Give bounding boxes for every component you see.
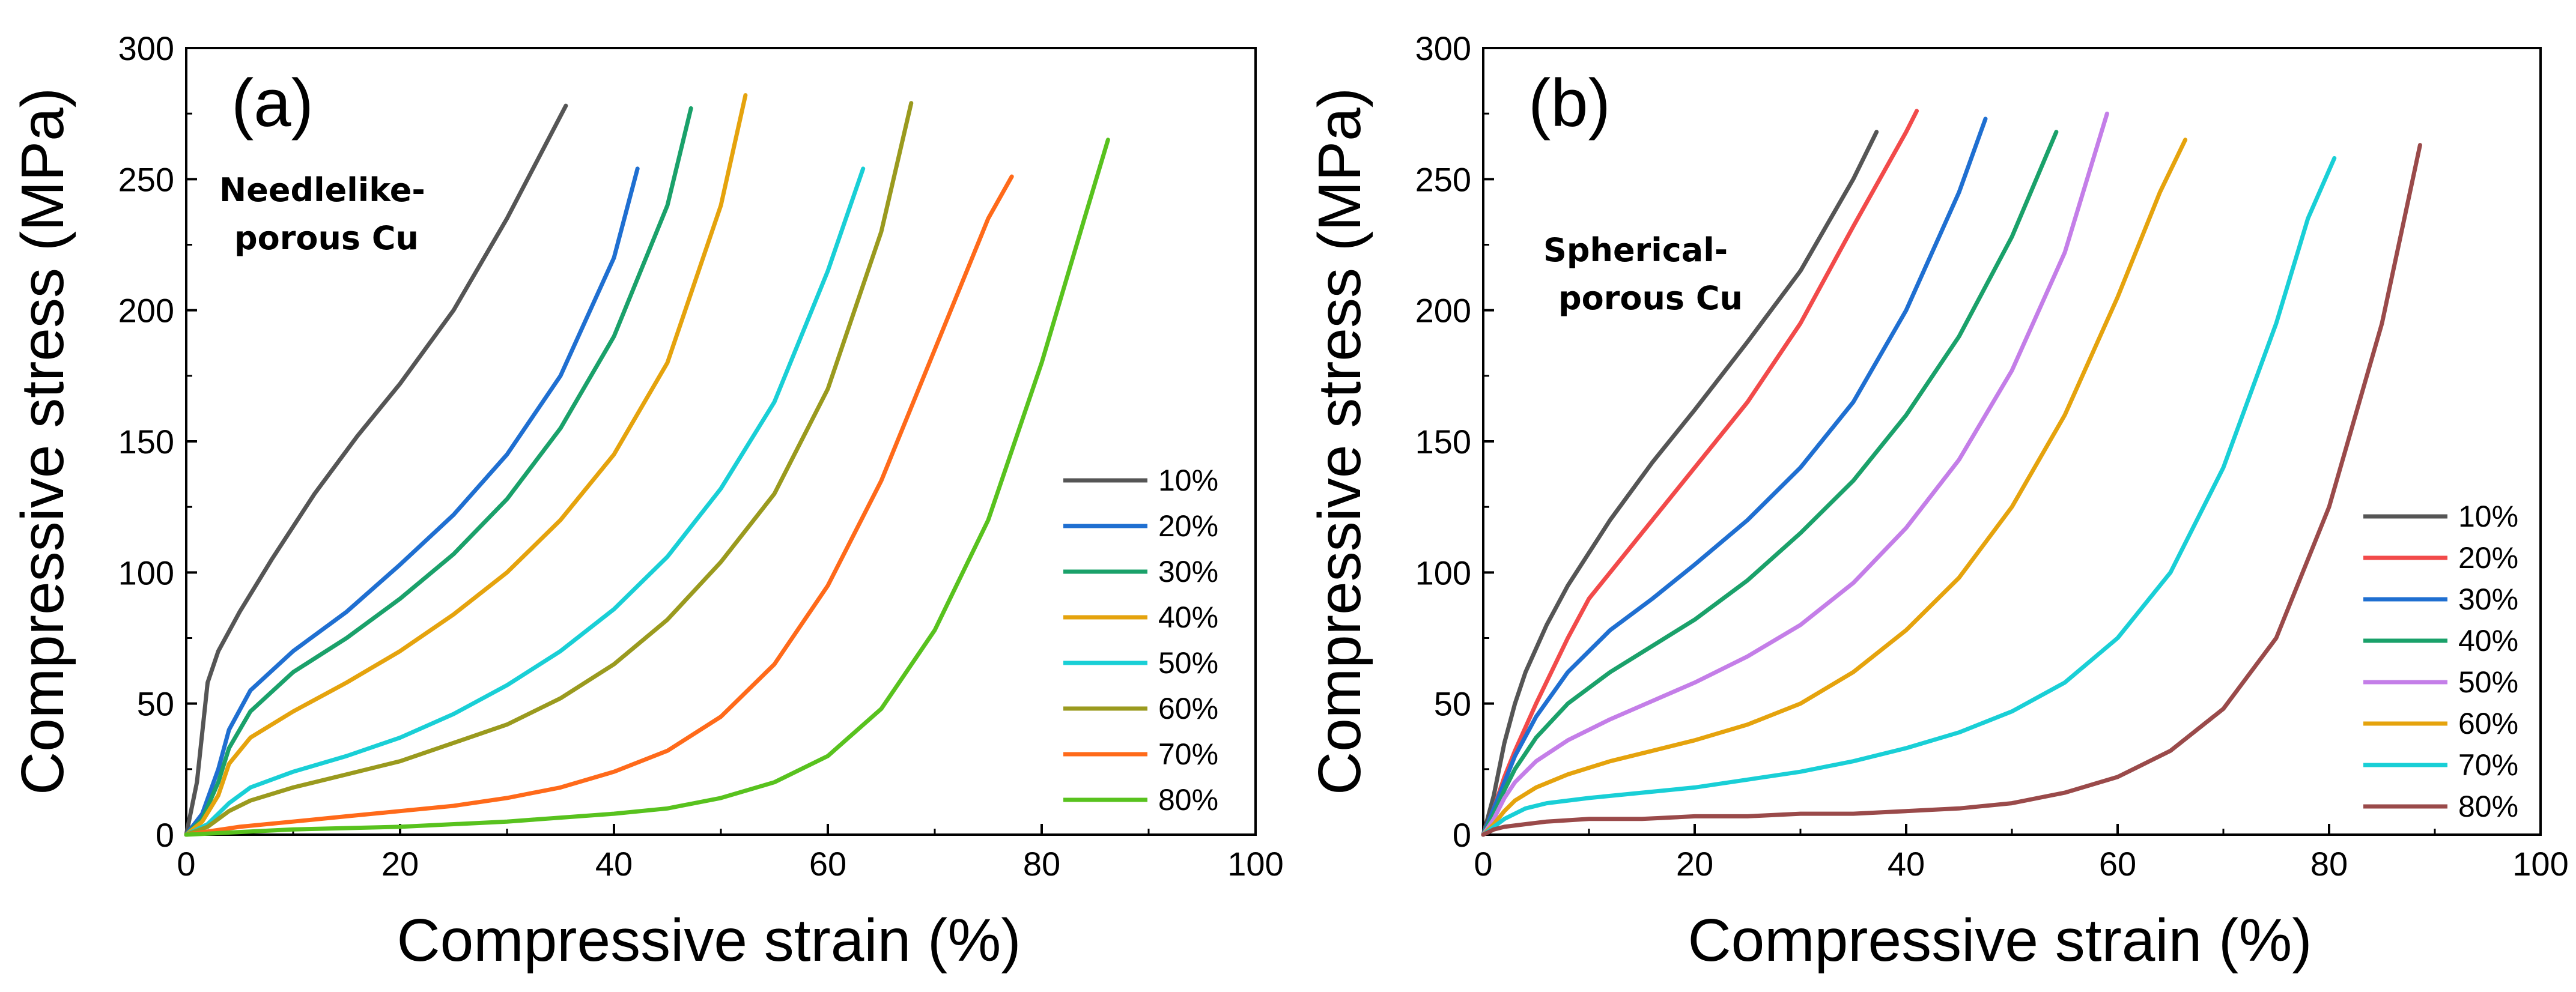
panel-label-b: (b) [1528, 65, 1611, 141]
y-tick-label-a: 300 [118, 29, 174, 67]
chart-panel-b: 0 20 40 60 80 100 0 50 100 150 200 250 300 Compressiv… [1288, 0, 2576, 989]
chart-b: 0 20 40 60 80 100 0 50 100 150 200 250 300 Compressiv… [1306, 29, 2569, 974]
legend-label-a-20pct: 20% [1158, 509, 1218, 543]
legend-label-b-20pct: 20% [2458, 541, 2518, 575]
legend-label-b-10pct: 10% [2458, 500, 2518, 533]
legend-label-a-10pct: 10% [1158, 464, 1218, 497]
y-tick-label-b: 200 [1415, 292, 1471, 330]
panel-label-a: (a) [231, 65, 314, 141]
y-tick-label-b: 0 [1453, 816, 1471, 854]
series-line-b-60pct [1481, 138, 2188, 837]
y-tick-label-a: 150 [118, 423, 174, 461]
legend-label-b-60pct: 60% [2458, 707, 2518, 740]
legend-label-b-70pct: 70% [2458, 748, 2518, 782]
series-line-a-30pct [184, 106, 693, 837]
legend-label-a-70pct: 70% [1158, 737, 1218, 771]
x-tick-label-a: 20 [381, 845, 419, 883]
y-tick-label-a: 250 [118, 160, 174, 198]
x-tick-label-a: 40 [595, 845, 633, 883]
x-axis-title-b: Compressive strain (%) [1687, 907, 2312, 974]
material-label-b: porous Cu [1558, 279, 1743, 317]
y-axis-title-a: Compressive stress (MPa) [9, 88, 76, 795]
series-line-a-40pct [184, 93, 748, 837]
series-line-b-80pct [1481, 143, 2422, 837]
material-label-a: Needlelike- [219, 171, 425, 209]
y-axis-title-b: Compressive stress (MPa) [1306, 88, 1373, 795]
y-tick-label-a: 50 [137, 685, 174, 723]
x-tick-label-b: 100 [2512, 845, 2568, 883]
x-tick-label-b: 80 [2310, 845, 2348, 883]
series-line-b-50pct [1481, 111, 2109, 837]
series-line-a-60pct [184, 101, 914, 837]
x-axis-title-a: Compressive strain (%) [396, 907, 1021, 974]
x-tick-label-b: 40 [1888, 845, 1925, 883]
y-tick-label-a: 200 [118, 292, 174, 330]
legend-label-a-30pct: 30% [1158, 555, 1218, 588]
x-tick-label-a: 80 [1023, 845, 1060, 883]
material-label-a: porous Cu [234, 219, 419, 257]
series-line-a-80pct [184, 138, 1110, 837]
y-tick-label-a: 100 [118, 554, 174, 591]
legend-label-b-50pct: 50% [2458, 665, 2518, 699]
y-tick-label-b: 250 [1415, 160, 1471, 198]
series-line-b-10pct [1481, 130, 1879, 837]
series-line-b-40pct [1481, 130, 2059, 837]
legend-label-b-80pct: 80% [2458, 790, 2518, 823]
y-tick-label-b: 150 [1415, 423, 1471, 461]
material-label-b: Spherical- [1543, 231, 1728, 269]
plot-frame-b [1482, 47, 2542, 836]
y-tick-label-b: 50 [1434, 685, 1471, 723]
legend-label-a-60pct: 60% [1158, 692, 1218, 725]
x-tick-label-a: 100 [1227, 845, 1283, 883]
y-tick-label-b: 100 [1415, 554, 1471, 591]
chart-a: 0 20 40 60 80 100 0 50 100 150 200 250 300 Compressiv… [9, 29, 1284, 974]
y-tick-label-b: 300 [1415, 29, 1471, 67]
x-tick-label-b: 0 [1474, 845, 1492, 883]
x-tick-label-b: 20 [1676, 845, 1713, 883]
series-line-b-30pct [1481, 116, 1988, 837]
series-line-a-70pct [184, 174, 1014, 837]
legend-label-a-50pct: 50% [1158, 646, 1218, 680]
y-tick-label-a: 0 [156, 816, 174, 854]
series-line-a-10pct [184, 103, 568, 837]
legend-label-a-40pct: 40% [1158, 600, 1218, 634]
chart-panel-a: 0 20 40 60 80 100 0 50 100 150 200 250 300 Compressiv… [0, 0, 1288, 989]
x-tick-label-a: 60 [809, 845, 846, 883]
x-tick-label-b: 60 [2099, 845, 2136, 883]
legend-label-b-40pct: 40% [2458, 624, 2518, 658]
series-line-a-50pct [184, 166, 866, 837]
series-line-b-70pct [1481, 156, 2337, 837]
series-line-a-20pct [184, 166, 640, 837]
legend-label-b-30pct: 30% [2458, 582, 2518, 616]
x-tick-label-a: 0 [177, 845, 195, 883]
legend-label-a-80pct: 80% [1158, 783, 1218, 817]
